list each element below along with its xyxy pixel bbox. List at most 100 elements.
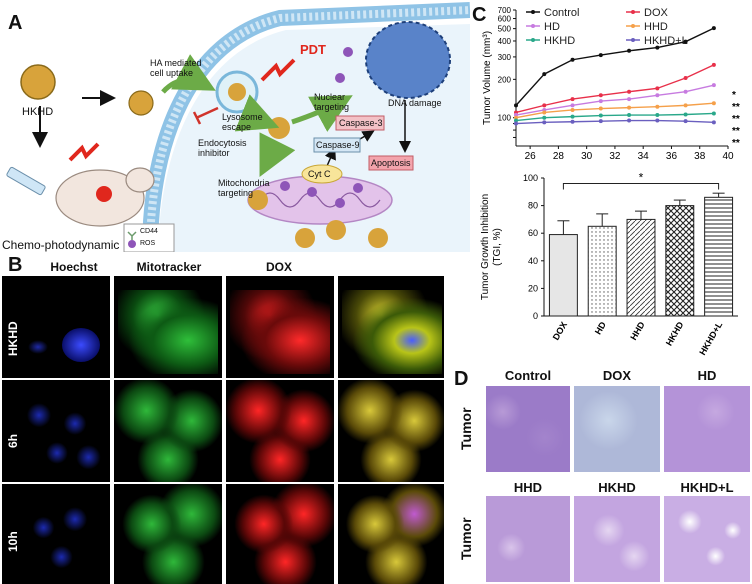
- y-tick-label: 300: [498, 53, 512, 62]
- micro-mito-10h: [114, 484, 222, 584]
- data-point: [598, 93, 603, 98]
- tissue-row-label-bottom: Tumor: [458, 517, 474, 560]
- x-tick-label: HKHD+L: [697, 320, 724, 357]
- micro-dox-10h: [226, 484, 334, 584]
- x-tick-label: HHD: [628, 320, 647, 342]
- series-line: [515, 112, 714, 122]
- caspase9-label: Caspase-9: [316, 140, 360, 150]
- data-point: [683, 89, 688, 94]
- col-header-hoechst: Hoechst: [50, 260, 98, 274]
- data-point: [627, 113, 632, 118]
- x-tick-label: 28: [553, 151, 565, 162]
- tgi-bar-chart: 0 20 40 60 80 100 Tumor Growth Inhibition (TGI,…: [480, 171, 738, 357]
- y-axis-label: (TGI, %): [492, 228, 503, 266]
- data-point: [627, 105, 632, 110]
- hkhd-label: HKHD: [22, 106, 54, 118]
- data-point: [627, 48, 632, 53]
- data-point: [598, 119, 603, 124]
- data-point: [542, 72, 547, 77]
- data-point: [514, 118, 518, 123]
- y-tick-label: 0: [533, 311, 538, 321]
- legend-label: DOX: [644, 7, 669, 19]
- significance-mark: *: [732, 90, 736, 101]
- data-point: [711, 83, 716, 88]
- x-tick-label: 36: [666, 151, 678, 162]
- endocytosis-label: Endocytosis inhibitor: [198, 138, 247, 158]
- data-point: [683, 75, 688, 80]
- data-point: [542, 103, 547, 108]
- data-point: [711, 120, 716, 125]
- series-line: [515, 27, 715, 106]
- legend-cd44: CD44: [140, 228, 158, 235]
- data-point: [711, 101, 716, 106]
- series-line: [515, 102, 714, 119]
- data-point: [598, 113, 603, 118]
- data-point: [655, 45, 660, 50]
- data-point: [514, 121, 518, 126]
- row-label-hkhd: HKHD: [6, 321, 20, 356]
- tissue-hkhd: [574, 496, 660, 582]
- data-point: [683, 112, 688, 117]
- panel-a-letter: A: [8, 12, 23, 34]
- tissue-header-hkhd: HKHD: [598, 480, 636, 495]
- data-point: [570, 97, 575, 102]
- legend-label: HHD: [644, 21, 668, 33]
- x-tick-label: 26: [525, 151, 537, 162]
- data-point: [655, 86, 660, 91]
- legend-marker: [631, 24, 635, 28]
- y-tick-label: 100: [498, 114, 512, 123]
- bar: [587, 225, 617, 317]
- mito-label: Mitochondria targeting: [218, 178, 270, 198]
- data-point: [655, 104, 660, 109]
- bar: [704, 196, 734, 317]
- data-point: [570, 114, 575, 119]
- micro-hoechst-hkhd: [2, 276, 110, 378]
- data-point: [514, 115, 518, 120]
- tissue-hkhdl: [664, 496, 750, 582]
- tissue-control: [486, 386, 570, 472]
- lysosome-label: Lysosome escape: [222, 112, 263, 132]
- cytc-label: Cyt C: [308, 169, 331, 179]
- col-header-dox: DOX: [265, 260, 292, 274]
- legend-marker: [631, 38, 635, 42]
- pdt-light-icon: [260, 58, 296, 82]
- y-tick-label: 500: [498, 25, 512, 34]
- legend-marker: [631, 10, 635, 14]
- data-point: [542, 110, 547, 115]
- x-tick-label: 38: [694, 151, 706, 162]
- panel-b: B Hoechst Mitotracker DOX HKHD 6h 1: [0, 252, 444, 584]
- significance-mark: **: [732, 126, 740, 137]
- bar: [548, 234, 578, 317]
- legend-label: Control: [544, 7, 579, 19]
- legend-marker: [531, 38, 535, 42]
- y-tick-label: 40: [528, 256, 538, 266]
- data-point: [655, 118, 660, 123]
- data-point: [570, 57, 575, 62]
- significance-bracket: [562, 183, 720, 190]
- series-line: [515, 64, 715, 114]
- bar: [626, 218, 656, 317]
- y-tick-label: 80: [528, 201, 538, 211]
- tissue-row-label-top: Tumor: [458, 407, 474, 450]
- panel-d-letter: D: [454, 368, 469, 390]
- significance-mark: *: [639, 171, 644, 185]
- x-tick-label: 32: [609, 151, 621, 162]
- data-point: [711, 62, 716, 67]
- chemo-label: Chemo-photodynamic: [2, 238, 120, 252]
- data-point: [711, 26, 716, 31]
- panel-d: D Control DOX HD HHD HKHD HKHD+L Tumor T…: [452, 362, 752, 584]
- data-point: [711, 111, 716, 116]
- series-line: [515, 84, 715, 116]
- y-tick-label: 400: [498, 37, 512, 46]
- micro-merge-6h: [338, 380, 444, 482]
- legend-label: HKHD: [544, 35, 575, 47]
- data-point: [542, 120, 547, 125]
- schematic-figure: [6, 2, 470, 252]
- nanoparticle: [20, 64, 56, 100]
- series-line: [515, 119, 714, 125]
- micro-dox-hkhd: [226, 276, 334, 378]
- panel-b-letter: B: [8, 254, 23, 276]
- data-point: [627, 89, 632, 94]
- tissue-dox: [574, 386, 660, 472]
- apoptosis-label: Apoptosis: [371, 158, 411, 168]
